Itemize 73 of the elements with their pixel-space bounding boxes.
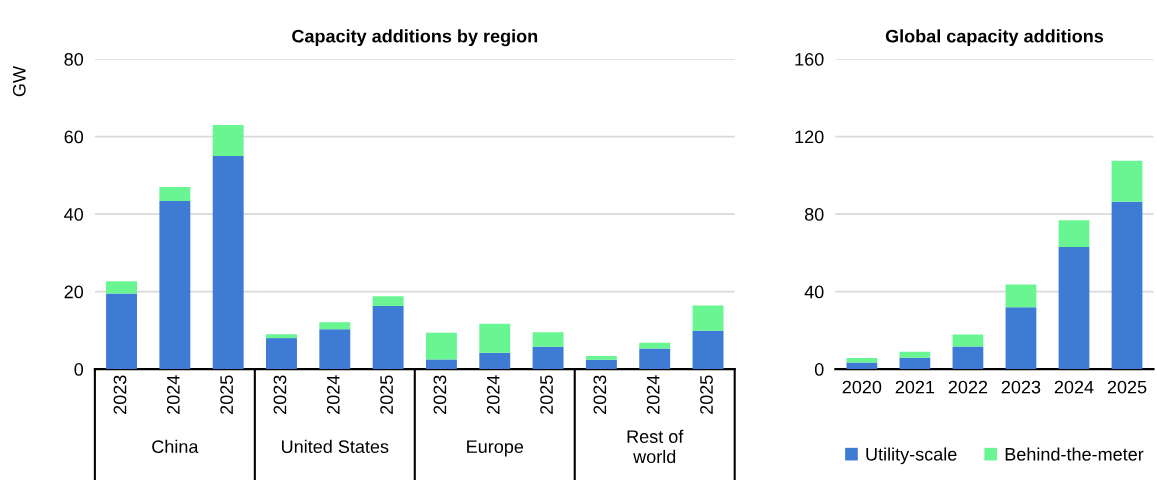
bar	[692, 330, 724, 370]
x-tick-label: 2025	[1107, 380, 1147, 394]
bar	[159, 186, 191, 201]
y-tick-label: 80	[804, 208, 824, 221]
x-tick-label: 2023	[433, 375, 447, 414]
y-tick-label: 160	[795, 52, 824, 66]
bar	[1005, 307, 1037, 370]
bar	[479, 352, 511, 370]
bar	[846, 358, 878, 363]
x-tick-label: 2024	[646, 375, 660, 414]
bar	[585, 359, 617, 370]
x-tick-label: 2023	[273, 375, 287, 414]
bar	[1005, 284, 1037, 308]
y-tick-label: 40	[64, 208, 84, 221]
bar	[899, 351, 931, 358]
bar	[1111, 201, 1143, 370]
y-tick-label: 20	[64, 285, 84, 299]
bar	[266, 334, 297, 339]
bar	[372, 305, 404, 370]
bar	[1058, 220, 1090, 248]
x-tick-label: 2023	[113, 375, 127, 414]
x-tick-label: 2025	[220, 375, 234, 414]
bar	[692, 305, 724, 331]
y-tick-label: 40	[804, 285, 824, 299]
bar	[532, 346, 564, 370]
bar	[846, 362, 878, 370]
bar	[952, 346, 984, 370]
x-tick-label: 2023	[593, 375, 607, 414]
x-tick-label: 2024	[1054, 380, 1094, 394]
bar	[639, 342, 671, 349]
text: China	[152, 439, 199, 454]
text: Rest of world	[627, 429, 684, 464]
bar	[532, 332, 564, 347]
x-tick-label: 2022	[948, 380, 988, 394]
bar	[1111, 160, 1143, 202]
y-tick-label: 0	[814, 363, 824, 376]
y-tick-label: 120	[795, 130, 824, 144]
legend-label: Utility-scale	[866, 447, 957, 465]
bar	[899, 357, 931, 370]
bar	[425, 332, 457, 360]
text: United States	[282, 439, 389, 454]
x-tick-label: 2024	[166, 375, 180, 414]
x-tick-label: 2020	[842, 380, 882, 394]
bar	[106, 293, 137, 370]
y-tick-label: 60	[64, 130, 84, 144]
x-tick-label: 2024	[326, 375, 340, 414]
bar	[159, 200, 191, 370]
bar	[639, 348, 671, 370]
bar	[319, 322, 351, 330]
text: Europe	[467, 440, 524, 457]
chart-title: Global capacity additions	[885, 29, 1104, 47]
x-tick-label: 2025	[700, 375, 713, 414]
x-tick-label: 2025	[380, 375, 393, 414]
y-axis-title: GW	[12, 66, 26, 97]
bar	[479, 323, 511, 353]
bar	[425, 359, 457, 370]
legend-label: Behind-the-meter	[1005, 447, 1144, 461]
bar	[1058, 247, 1090, 370]
bar	[952, 334, 984, 347]
bar	[319, 329, 351, 370]
bar	[106, 281, 137, 294]
y-tick-label: 80	[64, 52, 84, 66]
x-tick-label: 2025	[540, 375, 553, 414]
bar	[212, 124, 244, 156]
x-tick-label: 2023	[1001, 380, 1041, 394]
x-tick-label: 2024	[486, 375, 500, 414]
chart-title: Capacity additions by region	[292, 29, 538, 47]
bar	[266, 338, 297, 370]
x-tick-label: 2021	[895, 380, 935, 394]
bar	[585, 355, 617, 360]
y-tick-label: 0	[74, 363, 84, 376]
bar	[212, 155, 244, 370]
bar	[372, 296, 404, 306]
